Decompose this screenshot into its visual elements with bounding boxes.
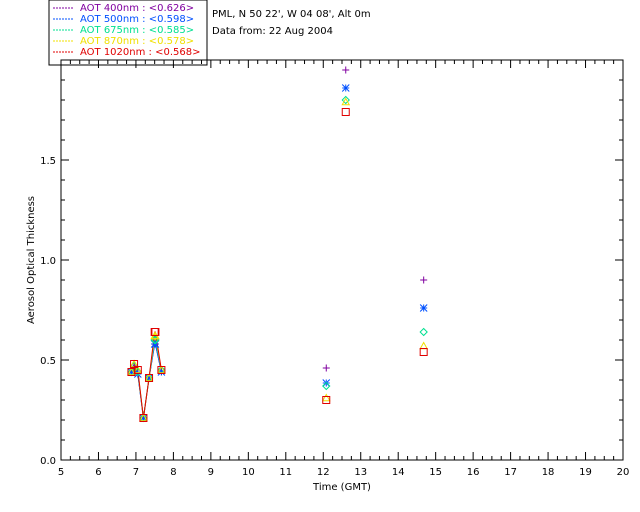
triangle-marker [133, 365, 143, 374]
plus-marker [342, 66, 350, 74]
x-tick-label: 8 [170, 467, 176, 478]
y-tick-label: 0.0 [40, 456, 56, 467]
x-tick-label: 7 [133, 467, 139, 478]
x-tick-label: 12 [317, 467, 330, 478]
legend-label: AOT 500nm : <0.598> [80, 14, 194, 25]
star-marker [419, 304, 428, 312]
station-info: PML, N 50 22', W 04 08', Alt 0m [212, 9, 371, 20]
star-marker [157, 368, 166, 376]
date-info: Data from: 22 Aug 2004 [212, 26, 333, 37]
square-marker [419, 348, 428, 356]
x-tick-label: 18 [542, 467, 555, 478]
square-marker [341, 108, 350, 116]
plus-marker [420, 276, 428, 284]
triangle-marker [419, 341, 429, 350]
legend-box [48, 0, 208, 66]
y-tick-label: 1.5 [40, 156, 56, 167]
x-tick-label: 13 [354, 467, 367, 478]
legend-label: AOT 400nm : <0.626> [80, 3, 194, 14]
x-tick-label: 15 [429, 467, 442, 478]
square-marker [157, 366, 166, 374]
legend-label: AOT 1020nm : <0.568> [80, 47, 200, 58]
square-marker [145, 374, 154, 382]
x-tick-label: 17 [504, 467, 517, 478]
diamond-marker [341, 95, 350, 105]
plot-frame [60, 59, 624, 461]
series-points [127, 108, 428, 422]
triangle-marker [139, 413, 148, 422]
x-tick-label: 5 [58, 467, 64, 478]
y-axis: 0.0 0.5 1.0 1.5 [40, 79, 623, 467]
diamond-marker [419, 327, 428, 337]
x-axis-title: Time (GMT) [312, 482, 371, 493]
x-tick-label: 9 [208, 467, 214, 478]
triangle-marker [127, 367, 136, 376]
x-tick-label: 19 [579, 467, 592, 478]
square-marker [322, 396, 331, 404]
x-tick-label: 16 [467, 467, 480, 478]
square-marker [151, 328, 160, 336]
star-marker [341, 84, 350, 92]
triangle-marker [341, 97, 351, 106]
legend-label: AOT 675nm : <0.585> [80, 25, 194, 36]
series-points [127, 84, 428, 422]
square-marker [127, 368, 136, 376]
x-tick-label: 6 [95, 467, 101, 478]
diamond-marker [322, 381, 331, 391]
series-points [127, 66, 428, 422]
x-tick-label: 11 [279, 467, 292, 478]
x-tick-label: 20 [617, 467, 630, 478]
y-axis-title: Aerosol Optical Thickness [26, 196, 37, 324]
square-marker [133, 366, 142, 374]
triangle-marker [144, 373, 154, 382]
series-points [127, 95, 428, 423]
series-points [127, 97, 429, 422]
series-markers [127, 66, 429, 423]
legend: AOT 400nm : <0.626>AOT 500nm : <0.598>AO… [48, 0, 208, 66]
square-marker [139, 414, 148, 422]
triangle-marker [157, 365, 166, 374]
plus-marker [322, 364, 330, 372]
x-tick-label: 10 [242, 467, 255, 478]
x-tick-label: 14 [392, 467, 405, 478]
y-tick-label: 0.5 [40, 356, 56, 367]
legend-label: AOT 870nm : <0.578> [80, 36, 194, 47]
y-tick-label: 1.0 [40, 256, 56, 267]
triangle-marker [321, 393, 331, 402]
x-axis: 5 6 7 8 9 10 11 12 13 14 15 16 17 18 19 20 [58, 60, 630, 478]
